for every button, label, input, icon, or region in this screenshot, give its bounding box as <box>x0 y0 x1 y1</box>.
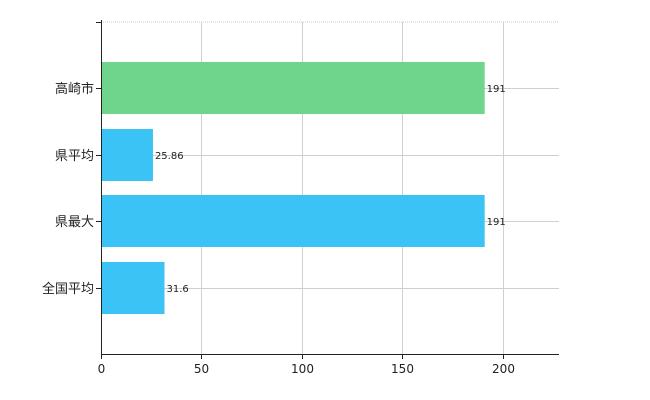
bar <box>102 129 153 181</box>
x-tick-label: 100 <box>291 362 314 376</box>
bar <box>102 262 165 314</box>
category-label: 県平均 <box>55 149 94 164</box>
category-label: 県最大 <box>55 215 94 230</box>
x-tick-label: 200 <box>492 362 515 376</box>
bar <box>102 195 485 247</box>
bar-value-label: 191 <box>487 84 506 95</box>
x-tick-label: 0 <box>98 362 106 376</box>
bar-value-label: 191 <box>487 217 506 228</box>
bar <box>102 62 485 114</box>
x-tick-label: 150 <box>391 362 414 376</box>
bar-value-label: 31.6 <box>166 284 188 295</box>
category-label: 全国平均 <box>42 281 94 297</box>
x-tick-label: 50 <box>194 362 209 376</box>
category-label: 高崎市 <box>55 81 94 97</box>
bar-value-label: 25.86 <box>155 151 184 162</box>
